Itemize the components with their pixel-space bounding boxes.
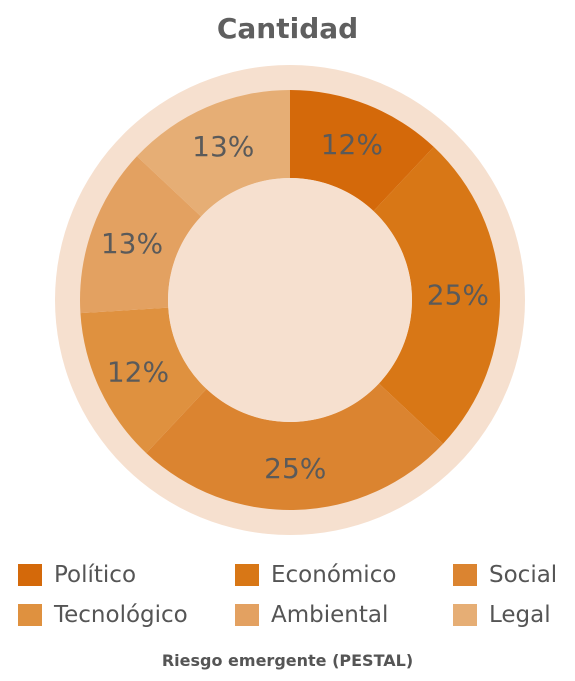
legend-label: Económico	[271, 562, 397, 588]
legend-item: Ambiental	[235, 600, 388, 630]
x-axis-label: Riesgo emergente (PESTAL)	[161, 651, 414, 670]
legend-label: Legal	[489, 602, 551, 628]
legend-item: Económico	[235, 560, 396, 590]
legend-item: Político	[18, 560, 136, 590]
legend-item: Tecnológico	[18, 600, 188, 630]
data-label: 12%	[107, 356, 169, 389]
slice-económico	[373, 146, 501, 444]
slice-tecnológico	[80, 307, 207, 454]
legend-item: Social	[453, 560, 557, 590]
legend-label: Tecnológico	[54, 602, 188, 628]
legend-swatch	[235, 564, 259, 586]
slice-legal	[136, 90, 290, 217]
legend-label: Político	[54, 562, 137, 588]
slice-ambiental	[80, 156, 202, 314]
legend-swatch	[18, 604, 42, 626]
chart-title: Cantidad	[216, 12, 359, 45]
legend-swatch	[453, 564, 477, 586]
legend-item: Legal	[453, 600, 551, 630]
legend-swatch	[453, 604, 477, 626]
legend-label: Ambiental	[271, 602, 389, 628]
legend-label: Social	[489, 562, 558, 588]
legend-swatch	[18, 564, 42, 586]
data-label: 13%	[101, 227, 163, 260]
data-label: 12%	[321, 128, 383, 161]
data-label: 13%	[192, 130, 254, 163]
legend-swatch	[235, 604, 259, 626]
slice-político	[290, 90, 434, 212]
data-label: 25%	[427, 279, 489, 312]
donut-hole	[168, 178, 412, 422]
data-label: 25%	[264, 452, 326, 485]
slice-social	[146, 383, 444, 510]
